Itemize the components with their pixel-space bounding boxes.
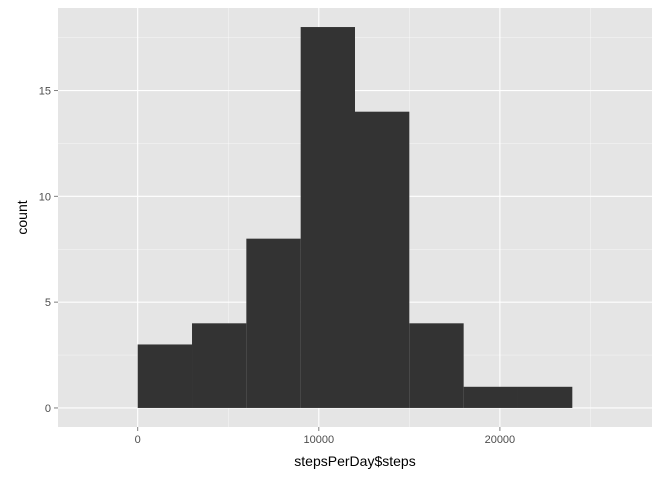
histogram-bar [463, 386, 518, 408]
y-axis-ticks: 0 5 10 15 [39, 86, 58, 415]
x-axis-title: stepsPerDay$steps [294, 453, 415, 469]
y-tick-label: 5 [45, 297, 51, 309]
y-tick-label: 10 [39, 191, 51, 203]
x-tick-label: 10000 [303, 434, 334, 446]
y-tick-label: 0 [45, 403, 51, 415]
histogram-bars [137, 27, 573, 408]
histogram-bar [409, 323, 464, 408]
x-tick-label: 20000 [485, 434, 516, 446]
histogram-bar [137, 344, 193, 408]
x-axis-ticks: 0 10000 20000 [135, 427, 516, 446]
histogram-bar [246, 238, 301, 408]
histogram-bar [517, 386, 573, 408]
histogram-bar [355, 111, 410, 408]
y-tick-label: 15 [39, 86, 51, 98]
histogram-bar [192, 323, 247, 408]
x-tick-label: 0 [135, 434, 141, 446]
y-axis-title: count [14, 200, 30, 234]
histogram-bar [300, 27, 355, 408]
